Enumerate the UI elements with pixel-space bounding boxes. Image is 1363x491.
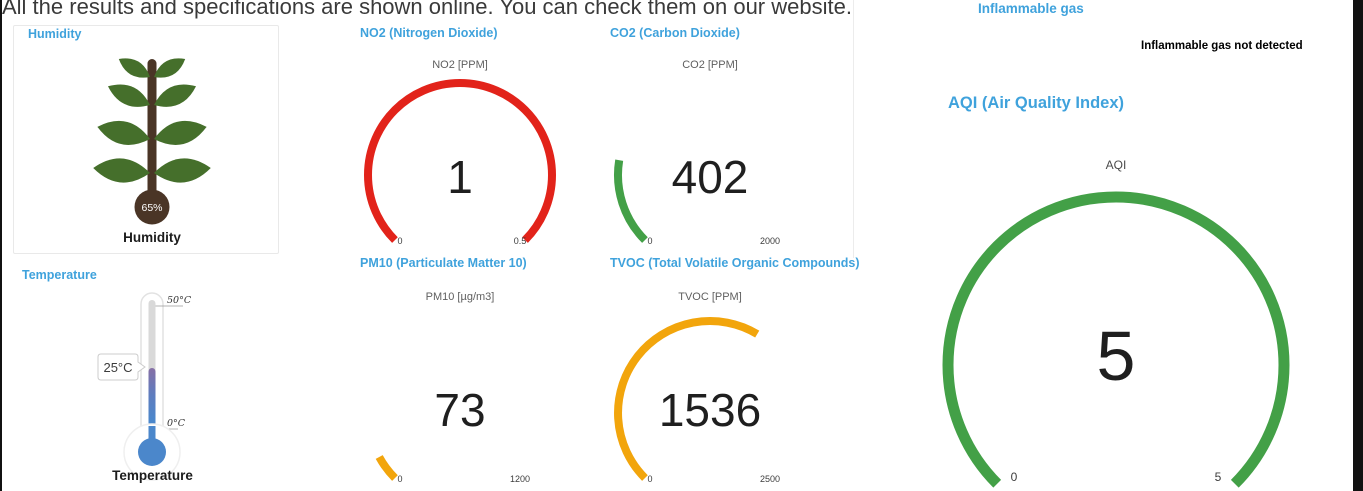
section-divider xyxy=(853,0,854,258)
pm10-gauge-card[interactable]: PM10 (Particulate Matter 10) PM10 [µg/m3… xyxy=(345,252,595,491)
no2-card-title: NO2 (Nitrogen Dioxide) xyxy=(360,26,498,40)
aqi-unit-label: AQI xyxy=(1105,158,1127,172)
aqi-section-title: AQI (Air Quality Index) xyxy=(948,94,1125,112)
co2-gauge: 0 2000 xyxy=(614,159,780,246)
temperature-value: 25°C xyxy=(103,360,132,375)
tvoc-value: 1536 xyxy=(658,384,762,436)
svg-text:2000: 2000 xyxy=(760,236,780,246)
scale-max-label: 50°C xyxy=(167,295,192,306)
no2-value: 1 xyxy=(447,151,473,203)
humidity-card-title: Humidity xyxy=(28,27,82,41)
frame-right-edge xyxy=(1353,0,1363,491)
co2-unit-label: CO2 [PPM] xyxy=(682,59,738,71)
no2-gauge: 0 0.5 xyxy=(364,79,556,246)
svg-text:0.5: 0.5 xyxy=(514,236,527,246)
top-note: All the results and specifications are s… xyxy=(2,0,852,19)
pm10-gauge: 0 1200 xyxy=(375,454,530,484)
tvoc-card-title: TVOC (Total Volatile Organic Compounds) xyxy=(610,256,860,270)
svg-text:0: 0 xyxy=(647,474,652,484)
frame-left-edge xyxy=(0,0,2,491)
plant-humidity-icon: 65% xyxy=(93,58,211,225)
tvoc-unit-label: TVOC [PPM] xyxy=(678,291,742,303)
svg-text:0: 0 xyxy=(647,236,652,246)
svg-text:1200: 1200 xyxy=(510,474,530,484)
inflammable-gas-title: Inflammable gas xyxy=(978,1,1084,16)
pm10-unit-label: PM10 [µg/m3] xyxy=(425,291,495,303)
svg-text:5: 5 xyxy=(1215,470,1222,484)
tvoc-gauge: 0 2500 xyxy=(614,317,780,484)
temperature-callout xyxy=(97,353,146,381)
temperature-caption: Temperature xyxy=(112,468,193,483)
aqi-gauge[interactable]: 0 5 xyxy=(936,191,1296,491)
aqi-value: 5 xyxy=(1096,317,1136,395)
no2-gauge-card[interactable]: NO2 (Nitrogen Dioxide) NO2 [PPM] 0 0.5 1 xyxy=(345,22,595,262)
scale-min-label: 0°C xyxy=(167,418,186,429)
svg-text:0: 0 xyxy=(1011,470,1018,484)
svg-text:2500: 2500 xyxy=(760,474,780,484)
pm10-value: 73 xyxy=(434,384,486,436)
co2-value: 402 xyxy=(671,151,749,203)
svg-text:0: 0 xyxy=(397,236,402,246)
soil-circle xyxy=(134,189,170,225)
inflammable-gas-status: Inflammable gas not detected xyxy=(1141,40,1303,52)
pm10-card-title: PM10 (Particulate Matter 10) xyxy=(360,256,527,270)
co2-card-title: CO2 (Carbon Dioxide) xyxy=(610,26,740,40)
bulb-inner xyxy=(138,438,166,466)
thermometer-icon: 50°C 0°C 25°C xyxy=(97,292,192,481)
svg-text:0: 0 xyxy=(397,474,402,484)
humidity-caption: Humidity xyxy=(123,230,181,245)
co2-gauge-card[interactable]: CO2 (Carbon Dioxide) CO2 [PPM] 0 2000 40… xyxy=(595,22,845,262)
humidity-value: 65% xyxy=(141,202,162,214)
tvoc-gauge-card[interactable]: TVOC (Total Volatile Organic Compounds) … xyxy=(595,252,860,491)
temperature-card-title: Temperature xyxy=(22,268,97,282)
no2-unit-label: NO2 [PPM] xyxy=(432,59,488,71)
